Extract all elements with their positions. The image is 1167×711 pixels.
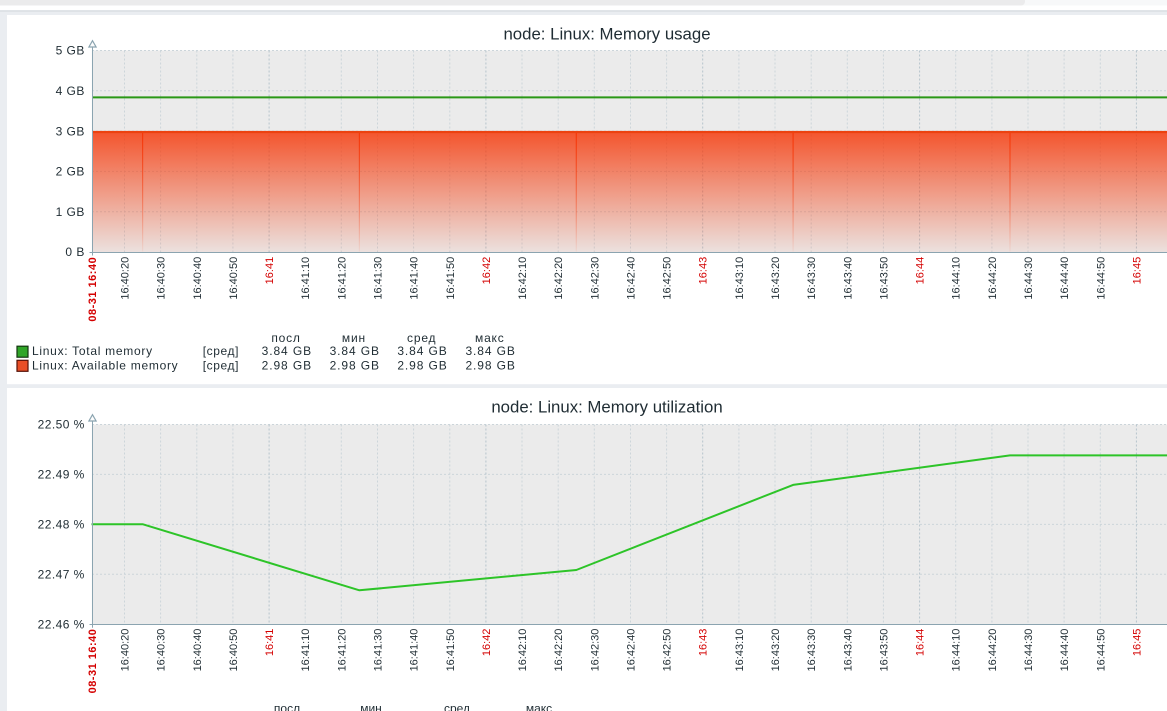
svg-text:Linux: Total memory: Linux: Total memory [32, 344, 153, 358]
svg-text:2.98 GB: 2.98 GB [262, 358, 312, 372]
svg-text:16:43:20: 16:43:20 [770, 629, 782, 672]
svg-text:16:40:50: 16:40:50 [228, 257, 240, 300]
svg-text:16:40:40: 16:40:40 [192, 257, 204, 300]
svg-text:16:42:40: 16:42:40 [626, 629, 638, 672]
svg-text:16:42:50: 16:42:50 [662, 629, 674, 672]
svg-text:16:41:10: 16:41:10 [300, 629, 312, 672]
svg-text:3.84 GB: 3.84 GB [262, 344, 312, 358]
svg-text:16:42:20: 16:42:20 [553, 629, 565, 672]
svg-text:16:42: 16:42 [481, 629, 493, 657]
svg-text:16:42:50: 16:42:50 [662, 257, 674, 300]
svg-text:16:42:30: 16:42:30 [589, 629, 601, 672]
svg-text:16:45: 16:45 [1131, 257, 1143, 285]
svg-text:16:40:30: 16:40:30 [156, 257, 168, 300]
svg-text:16:41: 16:41 [264, 629, 276, 657]
svg-text:посл: посл [271, 331, 300, 345]
svg-text:16:44:50: 16:44:50 [1095, 257, 1107, 300]
svg-text:посл: посл [274, 701, 300, 711]
svg-text:5 GB: 5 GB [56, 44, 85, 58]
svg-text:16:44: 16:44 [915, 257, 927, 285]
svg-text:16:44:10: 16:44:10 [951, 257, 963, 300]
svg-text:16:40:40: 16:40:40 [192, 629, 204, 672]
svg-text:4 GB: 4 GB [56, 84, 85, 98]
svg-text:сред: сред [407, 331, 436, 345]
svg-text:сред: сред [444, 701, 470, 711]
svg-text:16:44: 16:44 [915, 629, 927, 657]
svg-text:2.98 GB: 2.98 GB [397, 358, 447, 372]
svg-text:16:44:20: 16:44:20 [987, 629, 999, 672]
svg-text:0 B: 0 B [65, 245, 84, 259]
svg-text:22.50 %: 22.50 % [38, 418, 85, 432]
svg-text:макс: макс [526, 701, 552, 711]
svg-text:16:44:40: 16:44:40 [1059, 629, 1071, 672]
svg-text:мин: мин [360, 701, 382, 711]
svg-text:3.84 GB: 3.84 GB [397, 344, 447, 358]
svg-text:16:42:30: 16:42:30 [589, 257, 601, 300]
svg-text:16:42:20: 16:42:20 [553, 257, 565, 300]
svg-text:16:43:30: 16:43:30 [806, 257, 818, 300]
svg-text:16:44:30: 16:44:30 [1023, 629, 1035, 672]
svg-text:16:45: 16:45 [1131, 629, 1143, 657]
svg-text:22.47 %: 22.47 % [38, 568, 85, 582]
svg-text:16:44:30: 16:44:30 [1023, 257, 1035, 300]
svg-text:2 GB: 2 GB [56, 165, 85, 179]
svg-text:22.46 %: 22.46 % [38, 618, 85, 632]
svg-text:16:42:40: 16:42:40 [626, 257, 638, 300]
svg-text:22.49 %: 22.49 % [38, 468, 85, 482]
svg-text:мин: мин [342, 331, 366, 345]
svg-text:16:40:50: 16:40:50 [228, 629, 240, 672]
svg-text:16:43:10: 16:43:10 [734, 257, 746, 300]
svg-text:16:41:20: 16:41:20 [336, 257, 348, 300]
svg-text:16:40:20: 16:40:20 [120, 629, 132, 672]
svg-text:16:43:10: 16:43:10 [734, 629, 746, 672]
svg-text:16:42:10: 16:42:10 [517, 257, 529, 300]
svg-text:16:40:30: 16:40:30 [156, 629, 168, 672]
svg-text:16:43:20: 16:43:20 [770, 257, 782, 300]
svg-text:3 GB: 3 GB [56, 124, 85, 138]
svg-text:16:41: 16:41 [264, 257, 276, 285]
svg-text:16:43: 16:43 [698, 257, 710, 285]
svg-text:16:44:20: 16:44:20 [987, 257, 999, 300]
svg-text:16:41:30: 16:41:30 [373, 257, 385, 300]
svg-text:1 GB: 1 GB [56, 205, 85, 219]
svg-text:16:43: 16:43 [698, 629, 710, 657]
svg-text:Linux: Available memory: Linux: Available memory [32, 358, 178, 372]
svg-text:16:41:30: 16:41:30 [373, 629, 385, 672]
svg-text:08-31 16:40: 08-31 16:40 [87, 257, 99, 322]
svg-text:16:43:40: 16:43:40 [842, 257, 854, 300]
svg-text:node: Linux: Memory utilizatio: node: Linux: Memory utilization [491, 398, 722, 417]
svg-text:2.98 GB: 2.98 GB [330, 358, 380, 372]
svg-text:16:42:10: 16:42:10 [517, 629, 529, 672]
svg-text:16:41:40: 16:41:40 [409, 257, 421, 300]
svg-text:08-31 16:40: 08-31 16:40 [87, 629, 99, 694]
svg-text:[сред]: [сред] [203, 358, 239, 372]
svg-text:16:43:40: 16:43:40 [842, 629, 854, 672]
svg-text:2.98 GB: 2.98 GB [465, 358, 515, 372]
svg-text:16:44:50: 16:44:50 [1095, 629, 1107, 672]
svg-text:16:43:50: 16:43:50 [878, 629, 890, 672]
svg-text:16:44:40: 16:44:40 [1059, 257, 1071, 300]
svg-text:16:41:40: 16:41:40 [409, 629, 421, 672]
svg-text:node: Linux: Memory usage: node: Linux: Memory usage [503, 24, 710, 43]
svg-text:3.84 GB: 3.84 GB [330, 344, 380, 358]
svg-text:16:40:20: 16:40:20 [120, 257, 132, 300]
svg-text:16:43:30: 16:43:30 [806, 629, 818, 672]
svg-text:16:43:50: 16:43:50 [878, 257, 890, 300]
svg-text:16:42: 16:42 [481, 257, 493, 285]
svg-text:16:41:10: 16:41:10 [300, 257, 312, 300]
svg-text:16:41:20: 16:41:20 [336, 629, 348, 672]
svg-text:макс: макс [475, 331, 505, 345]
svg-text:[сред]: [сред] [203, 344, 239, 358]
svg-text:3.84 GB: 3.84 GB [465, 344, 515, 358]
svg-text:22.48 %: 22.48 % [38, 518, 85, 532]
svg-text:16:44:10: 16:44:10 [951, 629, 963, 672]
svg-text:16:41:50: 16:41:50 [445, 629, 457, 672]
svg-text:16:41:50: 16:41:50 [445, 257, 457, 300]
